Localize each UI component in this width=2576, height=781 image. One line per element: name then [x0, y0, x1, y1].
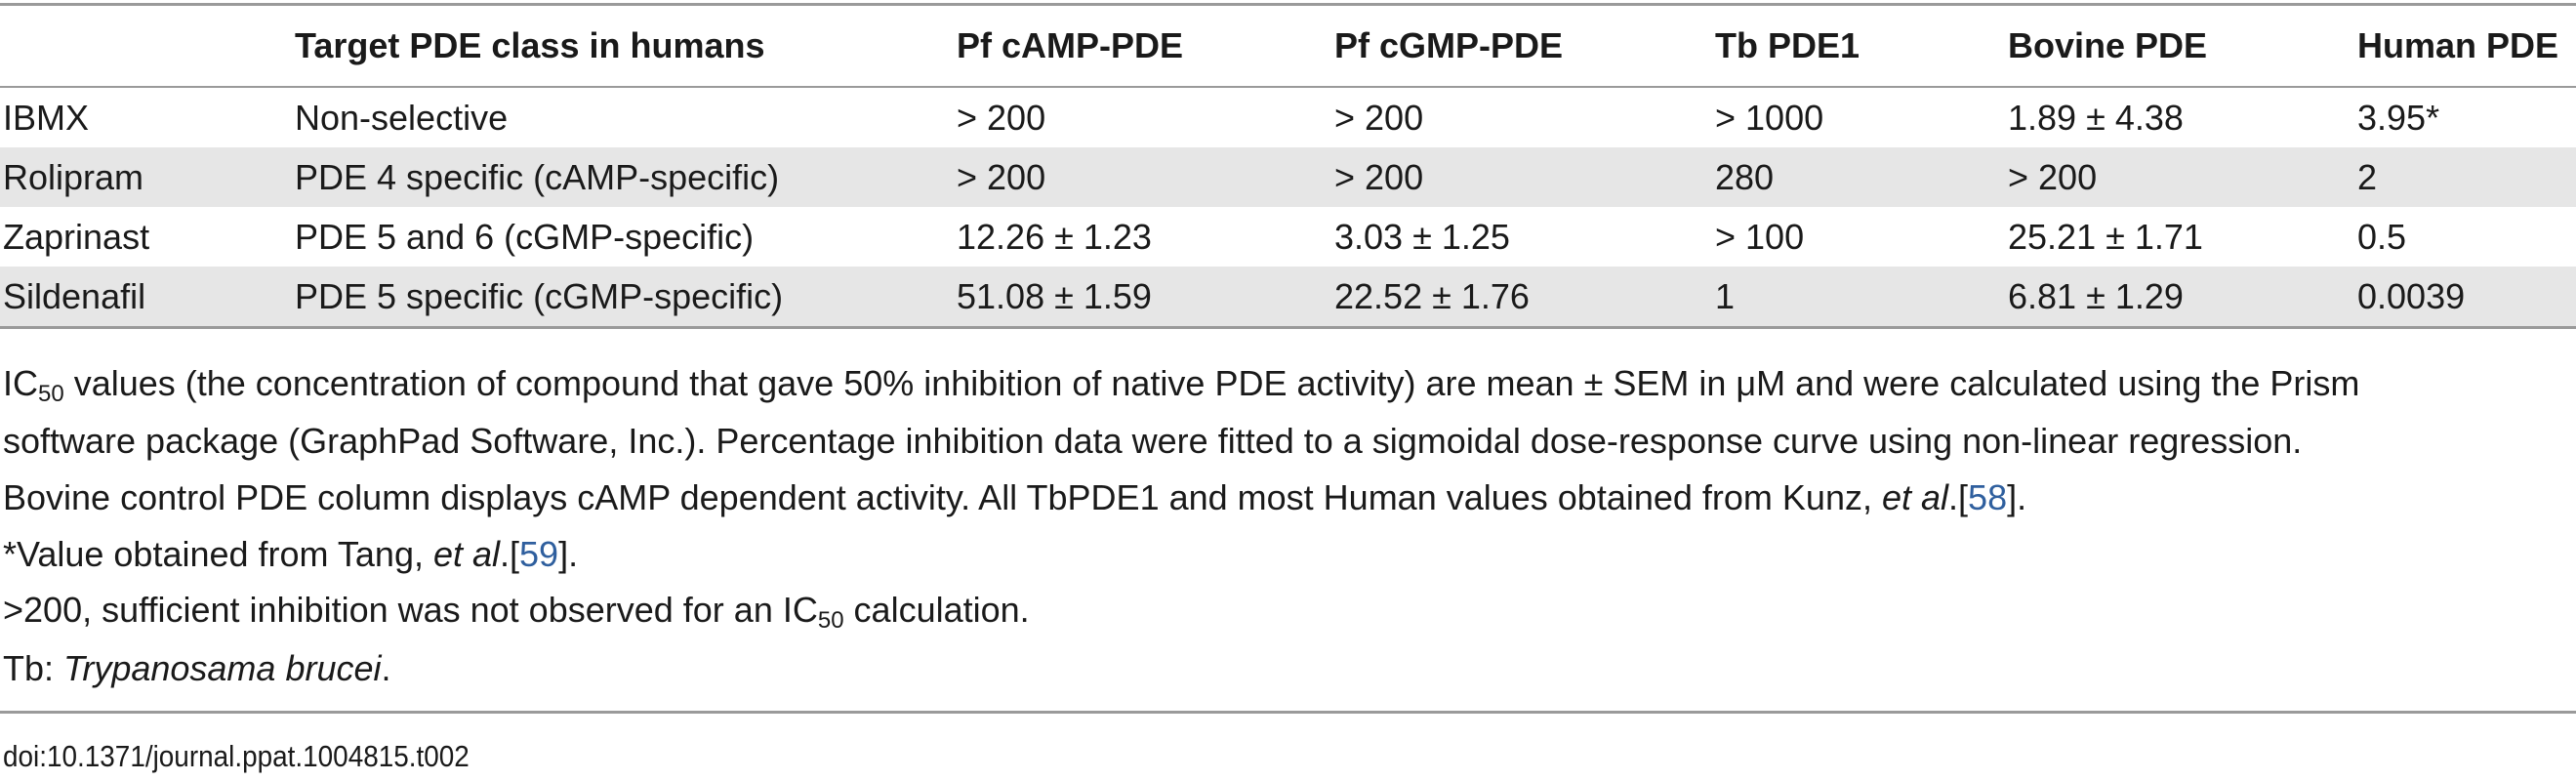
table-cell: 1.89 ± 4.38	[2008, 97, 2184, 138]
subscript-50: 50	[817, 607, 844, 635]
table-row: IBMX Non-selective > 200 > 200 > 1000 1.…	[0, 88, 2576, 147]
footnote-italic: et al	[1881, 476, 1949, 517]
footnote-text: .	[381, 647, 391, 688]
footnote-insufficient-inhibition: >200, sufficient inhibition was not obse…	[3, 582, 2570, 639]
table-cell: 51.08 ± 1.59	[957, 275, 1152, 316]
table-cell: 0.5	[2357, 216, 2407, 257]
footnote-text: .[	[1948, 476, 1969, 517]
table-cell: PDE 4 specific (cAMP-specific)	[295, 156, 780, 197]
header-cell: Target PDE class in humans	[295, 25, 765, 65]
table-footnotes: IC50 values (the concentration of compou…	[3, 355, 2570, 696]
footnote-text: IC	[3, 363, 38, 403]
footnote-ic50-definition: IC50 values (the concentration of compou…	[3, 355, 2570, 413]
footnote-rule	[0, 711, 2576, 714]
table-cell: Zaprinast	[3, 216, 150, 257]
table-cell: 22.52 ± 1.76	[1334, 275, 1530, 316]
footnote-text: Tb:	[3, 647, 64, 688]
header-rule	[0, 86, 2576, 88]
table-cell: Rolipram	[3, 156, 144, 197]
footnote-tang: *Value obtained from Tang, et al.[59].	[3, 526, 2570, 583]
doi-text[interactable]: doi:10.1371/journal.ppat.1004815.t002	[3, 739, 470, 773]
table-bottom-rule	[0, 326, 2576, 329]
table-cell: PDE 5 specific (cGMP-specific)	[295, 275, 784, 316]
footnote-text: Bovine control PDE column displays cAMP …	[3, 476, 1882, 517]
table-cell: Non-selective	[295, 97, 509, 138]
table-cell: > 200	[957, 97, 1046, 138]
footnote-text: ].	[2007, 476, 2027, 517]
header-cell: Pf cAMP-PDE	[957, 25, 1184, 65]
table-row: Sildenafil PDE 5 specific (cGMP-specific…	[0, 267, 2576, 326]
table-cell: 25.21 ± 1.71	[2008, 216, 2203, 257]
table-cell: > 1000	[1715, 97, 1824, 138]
header-cell: Human PDE	[2357, 25, 2559, 65]
footnote-text: .[	[500, 533, 520, 574]
subscript-50: 50	[38, 381, 64, 407]
table-top-rule	[0, 3, 2576, 6]
table-cell: > 200	[1334, 156, 1424, 197]
table-cell: 6.81 ± 1.29	[2008, 275, 2184, 316]
table-row: Zaprinast PDE 5 and 6 (cGMP-specific) 12…	[0, 207, 2576, 267]
reference-link-59[interactable]: 59	[519, 533, 559, 574]
table-cell: 3.95*	[2357, 97, 2440, 138]
footnote-text: >200, sufficient inhibition was not obse…	[3, 590, 818, 631]
table-header-row: Target PDE class in humans Pf cAMP-PDE P…	[0, 14, 2576, 78]
header-cell: Tb PDE1	[1715, 25, 1860, 65]
table-cell: > 200	[1334, 97, 1424, 138]
footnote-tb-abbrev: Tb: Trypanosama brucei.	[3, 640, 2570, 697]
table-cell: > 200	[957, 156, 1046, 197]
footnote-text: ].	[558, 533, 579, 574]
footnote-italic: et al	[432, 533, 501, 574]
table-row: Rolipram PDE 4 specific (cAMP-specific) …	[0, 147, 2576, 207]
footnote-software: software package (GraphPad Software, Inc…	[3, 421, 2303, 462]
table-cell: 0.0039	[2357, 275, 2466, 316]
table-cell: 12.26 ± 1.23	[957, 216, 1152, 257]
table-cell: PDE 5 and 6 (cGMP-specific)	[295, 216, 755, 257]
table-cell: IBMX	[3, 97, 90, 138]
table-cell: 2	[2357, 156, 2378, 197]
table-cell: > 200	[2008, 156, 2098, 197]
table-cell: 1	[1715, 275, 1736, 316]
footnote-text: values (the concentration of compound th…	[63, 363, 2360, 403]
reference-link-58[interactable]: 58	[1968, 476, 2008, 517]
footnote-bovine-control: Bovine control PDE column displays cAMP …	[3, 470, 2570, 526]
table-cell: > 100	[1715, 216, 1805, 257]
table-cell: 280	[1715, 156, 1775, 197]
footnote-text: *Value obtained from Tang,	[3, 533, 433, 574]
header-cell: Bovine PDE	[2008, 25, 2208, 65]
footnote-italic: Trypanosama brucei	[63, 647, 382, 688]
table-cell: 3.03 ± 1.25	[1334, 216, 1510, 257]
header-cell: Pf cGMP-PDE	[1334, 25, 1564, 65]
footnote-text: calculation.	[843, 590, 1030, 631]
table-cell: Sildenafil	[3, 275, 146, 316]
